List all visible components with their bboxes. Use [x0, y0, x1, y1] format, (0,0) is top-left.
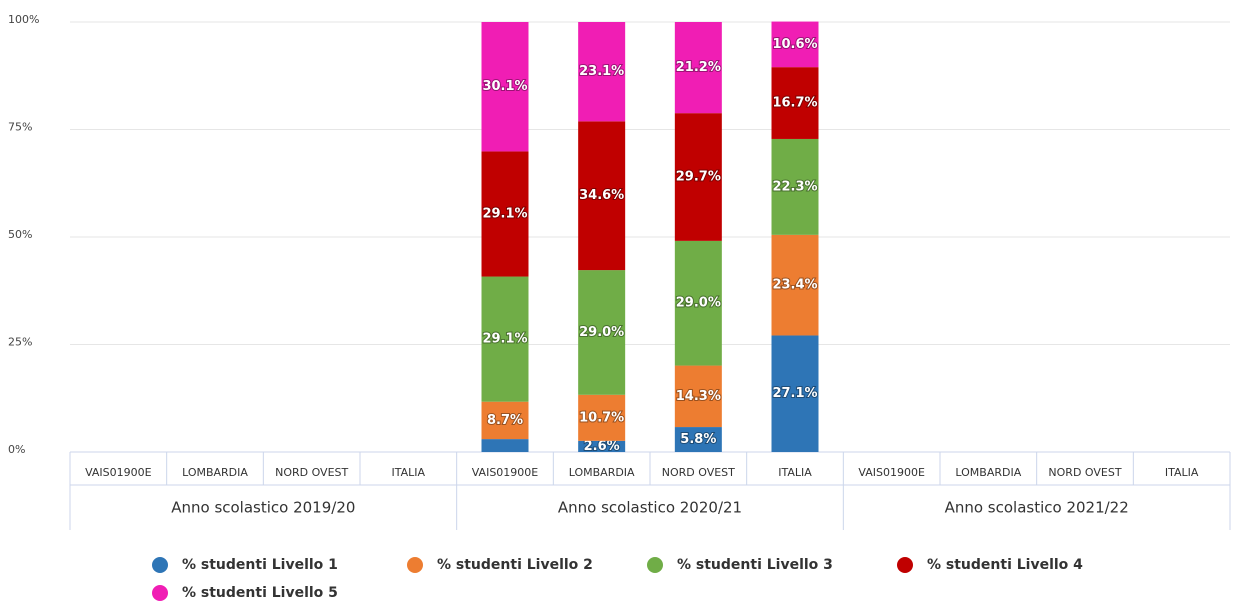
- legend-marker: [897, 557, 913, 573]
- data-label: 21.2%: [676, 60, 721, 75]
- bar-segment: [771, 21, 819, 68]
- data-label: 27.1%: [772, 386, 817, 401]
- data-label: 22.3%: [772, 179, 817, 194]
- bar-segment: [771, 335, 819, 452]
- legend-label: % studenti Livello 2: [437, 557, 593, 573]
- bar-segment: [674, 22, 722, 114]
- legend-label: % studenti Livello 1: [182, 557, 338, 573]
- bar-segment: [481, 151, 529, 277]
- x-tick-label: VAIS01900E: [858, 466, 925, 479]
- legend-label: % studenti Livello 3: [677, 557, 833, 573]
- bar-segment: [771, 138, 819, 235]
- data-label: 29.1%: [482, 206, 527, 221]
- data-label: 29.0%: [676, 296, 721, 311]
- data-label: 10.7%: [579, 410, 624, 425]
- data-label: 30.1%: [482, 79, 527, 94]
- legend-marker: [407, 557, 423, 573]
- bar-segment: [674, 240, 722, 366]
- data-label: 29.7%: [676, 170, 721, 185]
- y-tick-label: 100%: [8, 13, 39, 26]
- bar-segment: [481, 401, 529, 440]
- bar-segment: [578, 440, 626, 452]
- data-label: 14.3%: [676, 389, 721, 404]
- legend-marker: [152, 557, 168, 573]
- bar-segment: [481, 439, 529, 452]
- data-label: 29.0%: [579, 325, 624, 340]
- x-tick-label: ITALIA: [392, 466, 426, 479]
- bar-segment: [481, 22, 529, 152]
- legend-label: % studenti Livello 4: [927, 557, 1083, 573]
- legend-marker: [647, 557, 663, 573]
- data-label: 5.8%: [680, 432, 716, 447]
- x-tick-label: LOMBARDIA: [182, 466, 248, 479]
- bar-segment: [578, 22, 626, 122]
- group-label: Anno scolastico 2021/22: [945, 499, 1129, 517]
- y-tick-label: 25%: [8, 336, 32, 349]
- bar-segment: [771, 234, 819, 336]
- y-tick-label: 75%: [8, 121, 32, 134]
- data-label: 8.7%: [487, 413, 523, 428]
- bar-segment: [674, 365, 722, 428]
- x-tick-label: NORD OVEST: [1048, 466, 1121, 479]
- data-label: 16.7%: [772, 96, 817, 111]
- data-label: 34.6%: [579, 188, 624, 203]
- data-label: 23.4%: [772, 278, 817, 293]
- bar-segment: [578, 270, 626, 395]
- group-label: Anno scolastico 2019/20: [171, 499, 355, 517]
- bar-segment: [771, 67, 819, 139]
- x-tick-label: VAIS01900E: [472, 466, 539, 479]
- legend-marker: [152, 585, 168, 601]
- bar-segment: [578, 394, 626, 441]
- data-label: 10.6%: [772, 37, 817, 52]
- x-tick-label: LOMBARDIA: [569, 466, 635, 479]
- x-tick-label: NORD OVEST: [662, 466, 735, 479]
- x-tick-label: ITALIA: [778, 466, 812, 479]
- bar-segment: [674, 113, 722, 241]
- y-tick-label: 0%: [8, 443, 25, 456]
- bar-segment: [578, 121, 626, 271]
- group-label: Anno scolastico 2020/21: [558, 499, 742, 517]
- bar-segment: [674, 427, 722, 452]
- x-tick-label: NORD OVEST: [275, 466, 348, 479]
- y-tick-label: 50%: [8, 228, 32, 241]
- bar-segment: [481, 276, 529, 402]
- legend-label: % studenti Livello 5: [182, 585, 338, 601]
- data-label: 23.1%: [579, 64, 624, 79]
- x-tick-label: VAIS01900E: [85, 466, 152, 479]
- data-label: 29.1%: [482, 332, 527, 347]
- x-tick-label: ITALIA: [1165, 466, 1199, 479]
- data-label: 2.6%: [584, 439, 620, 454]
- x-tick-label: LOMBARDIA: [955, 466, 1021, 479]
